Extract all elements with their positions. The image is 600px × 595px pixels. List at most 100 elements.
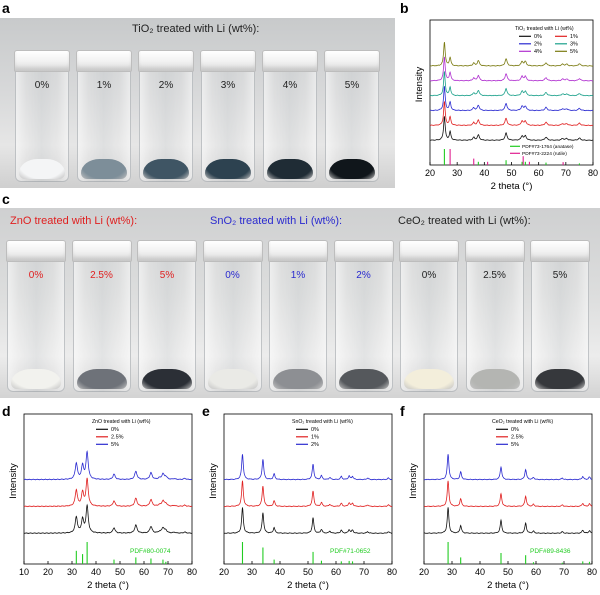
series-line: [429, 41, 594, 67]
panel-label-f: f: [400, 403, 405, 419]
series-line: [429, 101, 594, 127]
x-tick-label: 80: [387, 567, 397, 577]
vial-glass: [400, 260, 458, 392]
x-tick-label: 70: [163, 567, 173, 577]
x-tick-label: 20: [43, 567, 53, 577]
oxide-vial: 5%: [137, 240, 197, 392]
x-tick-label: 50: [503, 567, 513, 577]
reference-label: PDF#73-2224 (rutile): [522, 151, 567, 157]
oxide-vial: 2.5%: [464, 240, 525, 392]
legend-entry: 5%: [111, 442, 119, 448]
vial-powder: [205, 159, 251, 179]
x-tick-label: 30: [67, 567, 77, 577]
x-tick-label: 80: [587, 567, 597, 577]
x-tick-label: 70: [559, 567, 569, 577]
vial-powder: [329, 159, 375, 179]
vial-label: 0%: [225, 270, 240, 281]
x-tick-label: 30: [447, 567, 457, 577]
series-line: [429, 116, 594, 141]
zno-photo-title: ZnO treated with Li (wt%):: [10, 215, 138, 227]
oxide-vial: 0%: [6, 240, 66, 392]
plot-frame: [23, 413, 193, 565]
tio2-vial: 0%: [14, 50, 70, 182]
vial-cap: [71, 240, 132, 262]
reference-label: PDF#89-8436: [530, 548, 571, 555]
legend-title: SnO₂ treated with Li (wt%): [292, 419, 353, 425]
x-tick-label: 20: [419, 567, 429, 577]
x-tick-label: 70: [359, 567, 369, 577]
vial-powder: [143, 159, 189, 179]
vial-glass: [334, 260, 393, 392]
series-line: [223, 454, 393, 481]
y-axis-label: Intensity: [414, 67, 425, 103]
vial-cap: [324, 50, 380, 72]
x-tick-label: 20: [425, 168, 435, 178]
reference-label: PDF#73-1764 (anatase): [522, 144, 574, 150]
x-tick-label: 40: [275, 567, 285, 577]
vial-label: 5%: [344, 80, 360, 91]
vial-label: 5%: [552, 270, 568, 281]
series-line: [423, 507, 593, 534]
legend-entry: 2.5%: [111, 435, 124, 441]
series-line: [429, 56, 594, 82]
panel-label-b: b: [400, 0, 409, 16]
legend-entry: 5%: [511, 442, 519, 448]
vial-label: 2.5%: [483, 270, 506, 281]
x-tick-label: 60: [139, 567, 149, 577]
series-line: [23, 450, 193, 481]
vial-label: 3%: [220, 80, 236, 91]
x-tick-label: 50: [506, 168, 516, 178]
tio2-photo-title: TiO₂ treated with Li (wt%):: [132, 23, 260, 35]
y-axis-label: Intensity: [208, 463, 219, 499]
vial-cap: [76, 50, 132, 72]
vial-cap: [399, 240, 459, 262]
legend-entry: 2.5%: [511, 435, 524, 441]
vial-cap: [14, 50, 70, 72]
vial-powder: [76, 369, 127, 389]
vial-powder: [11, 369, 61, 389]
vial-cap: [138, 50, 194, 72]
vial-powder: [142, 369, 192, 389]
vial-powder: [338, 369, 389, 389]
series-line: [423, 480, 593, 508]
vial-glass: [269, 260, 327, 392]
series-line: [23, 503, 193, 534]
series-line: [423, 454, 593, 481]
vial-powder: [535, 369, 585, 389]
sno2-xrd-chart: 20 30 40 50 60 70 80 2 theta (°) Intensity SnO₂ t…: [200, 408, 400, 595]
oxide-vial: 5%: [530, 240, 590, 392]
x-tick-label: 50: [115, 567, 125, 577]
vial-glass: [15, 70, 69, 182]
panel-label-d: d: [2, 403, 11, 419]
tio2-xrd-chart: 20 30 40 50 60 70 80 2 theta (°) Intensity TiO₂ t…: [400, 16, 600, 194]
tio2-vial: 4%: [262, 50, 318, 182]
y-axis-label: Intensity: [408, 463, 419, 499]
x-axis-label: 2 theta (°): [287, 580, 329, 591]
vial-cap: [333, 240, 394, 262]
y-axis-label: Intensity: [8, 463, 19, 499]
legend-entry: 0%: [111, 427, 119, 433]
vial-glass: [263, 70, 317, 182]
legend-entry: 5%: [570, 49, 578, 55]
series-line: [430, 86, 594, 112]
x-tick-label: 60: [534, 168, 544, 178]
x-tick-label: 30: [247, 567, 257, 577]
x-tick-label: 30: [452, 168, 462, 178]
x-axis-label: 2 theta (°): [87, 580, 129, 591]
ceo2-photo-title: CeO₂ treated with Li (wt%):: [398, 215, 531, 227]
oxide-vial: 2.5%: [71, 240, 132, 392]
vial-powder: [267, 159, 313, 179]
vial-cap: [202, 240, 263, 262]
legend-entry: 4%: [534, 49, 542, 55]
oxide-vial: 0%: [399, 240, 459, 392]
x-tick-label: 40: [91, 567, 101, 577]
x-tick-label: 20: [219, 567, 229, 577]
oxide-vial: 1%: [268, 240, 328, 392]
vial-powder: [404, 369, 454, 389]
vial-label: 2%: [158, 80, 174, 91]
x-axis-label: 2 theta (°): [487, 580, 529, 591]
vial-cap: [200, 50, 256, 72]
x-tick-label: 40: [475, 567, 485, 577]
vial-label: 5%: [159, 270, 175, 281]
oxide-vial: 2%: [333, 240, 394, 392]
